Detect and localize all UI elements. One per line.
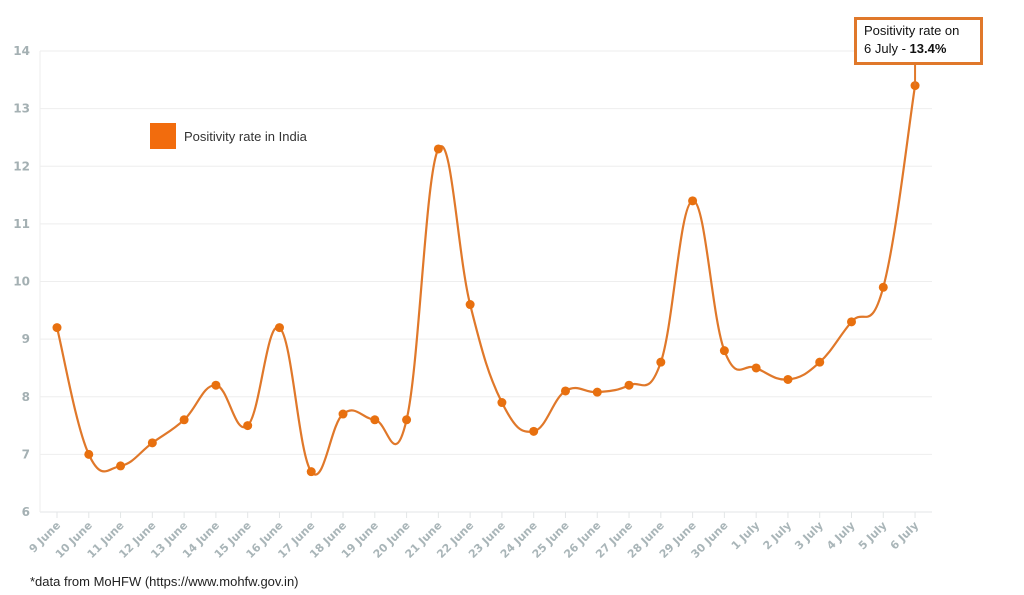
data-point — [592, 387, 602, 397]
data-point — [529, 426, 539, 436]
data-point — [274, 323, 284, 333]
data-point — [656, 357, 666, 367]
x-tick-label: 3 July — [792, 519, 825, 552]
x-tick-label: 6 July — [888, 519, 921, 552]
x-tick-label: 1 July — [729, 519, 762, 552]
data-point — [338, 409, 348, 419]
annotation-line2-prefix: 6 July - — [864, 41, 910, 56]
y-tick-label: 12 — [13, 159, 30, 173]
data-point — [147, 438, 157, 448]
x-tick-label: 2 July — [761, 519, 794, 552]
legend: Positivity rate in India — [150, 123, 307, 149]
y-tick-label: 11 — [13, 217, 30, 231]
data-point — [179, 415, 189, 425]
annotation-line2: 6 July - 13.4% — [864, 40, 980, 58]
y-tick-label: 9 — [22, 332, 30, 346]
data-point — [497, 398, 507, 408]
data-point — [815, 357, 825, 367]
data-point — [243, 421, 253, 431]
data-point — [688, 196, 698, 206]
annotation-value: 13.4% — [909, 41, 947, 56]
annotation-callout: Positivity rate on 6 July - 13.4% — [854, 17, 983, 65]
y-tick-label: 7 — [22, 447, 30, 461]
data-point — [719, 346, 729, 356]
data-point — [847, 317, 856, 327]
data-point — [211, 380, 221, 390]
data-point — [783, 374, 793, 384]
legend-label: Positivity rate in India — [184, 128, 307, 144]
data-point — [465, 300, 475, 310]
data-point — [116, 461, 126, 471]
y-tick-label: 13 — [13, 102, 30, 116]
y-tick-label: 10 — [13, 275, 30, 289]
y-axis-ticks: 6 7 8 9 10 11 12 13 14 — [13, 44, 30, 519]
data-points — [52, 81, 920, 477]
source-note: *data from MoHFW (https://www.mohfw.gov.… — [30, 574, 299, 589]
gridlines — [39, 50, 932, 513]
data-point — [624, 380, 634, 390]
y-tick-label: 6 — [22, 505, 30, 519]
data-point — [402, 415, 412, 425]
y-tick-label: 8 — [22, 390, 30, 404]
legend-swatch — [150, 123, 176, 149]
data-point — [370, 415, 380, 425]
data-point — [878, 282, 888, 292]
annotation-line1: Positivity rate on — [864, 23, 960, 38]
y-tick-label: 14 — [13, 44, 30, 58]
data-point — [433, 144, 443, 154]
data-point — [52, 323, 62, 333]
x-tick-label: 5 July — [856, 519, 889, 552]
data-point — [306, 467, 316, 477]
data-point — [84, 449, 94, 459]
data-point — [751, 363, 761, 373]
x-tick-label: 4 July — [824, 519, 857, 552]
data-point — [560, 386, 570, 396]
